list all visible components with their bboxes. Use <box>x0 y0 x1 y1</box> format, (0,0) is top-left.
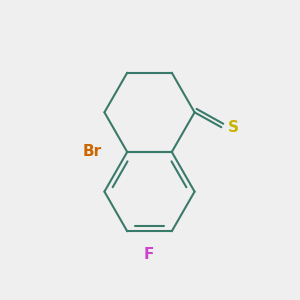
Text: F: F <box>144 247 154 262</box>
Text: Br: Br <box>82 145 101 160</box>
Text: S: S <box>228 120 239 135</box>
